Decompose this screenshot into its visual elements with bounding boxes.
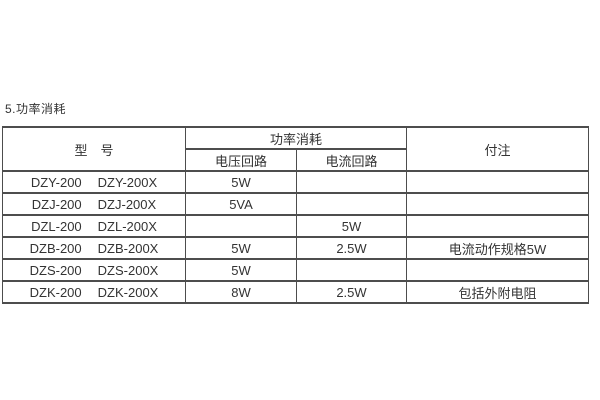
note-cell [406,170,590,194]
table-row: DZB-200 DZB-200X 5W 2.5W 电流动作规格5W [2,236,590,260]
header-current-circuit: 电流回路 [295,148,408,172]
header-note: 付注 [406,126,590,172]
model-name: DZJ-200 [31,196,82,212]
header-voltage-circuit: 电压回路 [185,148,297,172]
voltage-cell [185,214,297,238]
voltage-cell: 5W [185,170,297,194]
table-row: DZL-200 DZL-200X 5W [2,214,590,238]
section-title: 5.功率消耗 [5,102,67,116]
model-name: DZS-200 [29,262,82,278]
model-name-x: DZL-200X [97,218,157,234]
header-power-consumption: 功率消耗 [184,126,408,150]
note-cell: 电流动作规格5W [406,236,590,260]
note-cell [406,214,590,238]
current-cell [295,170,408,194]
model-name-x: DZY-200X [97,174,158,190]
voltage-cell: 8W [185,280,297,304]
current-cell: 2.5W [295,236,408,260]
model-name-x: DZB-200X [97,240,159,256]
voltage-cell: 5W [185,258,297,282]
voltage-cell: 5W [185,236,297,260]
current-cell [295,192,408,216]
current-cell [295,258,408,282]
model-name-x: DZJ-200X [97,196,157,212]
note-cell [406,258,590,282]
model-cell: DZL-200 DZL-200X [2,214,186,238]
model-name-x: DZK-200X [97,284,159,300]
note-cell [406,192,590,216]
model-name: DZY-200 [30,174,82,190]
model-name-x: DZS-200X [97,262,159,278]
model-cell: DZJ-200 DZJ-200X [2,192,186,216]
model-cell: DZK-200 DZK-200X [2,280,186,304]
table-body: DZY-200 DZY-200X 5W DZJ-200 DZJ-200X 5VA [2,170,590,304]
model-name: DZK-200 [29,284,82,300]
model-name: DZL-200 [31,218,82,234]
model-cell: DZY-200 DZY-200X [2,170,186,194]
model-name: DZB-200 [29,240,82,256]
table-row: DZK-200 DZK-200X 8W 2.5W 包括外附电阻 [2,280,590,304]
model-cell: DZB-200 DZB-200X [2,236,186,260]
current-cell: 5W [295,214,408,238]
table-header: 型 号 功率消耗 付注 电压回路 电流回路 [2,126,590,172]
table-row: DZS-200 DZS-200X 5W [2,258,590,282]
table-row: DZY-200 DZY-200X 5W [2,170,590,194]
current-cell: 2.5W [295,280,408,304]
power-consumption-table: 型 号 功率消耗 付注 电压回路 电流回路 DZY-200 DZY-200X 5… [2,126,590,304]
note-cell: 包括外附电阻 [406,280,590,304]
model-cell: DZS-200 DZS-200X [2,258,186,282]
table-row: DZJ-200 DZJ-200X 5VA [2,192,590,216]
voltage-cell: 5VA [185,192,297,216]
header-model: 型 号 [2,126,186,172]
